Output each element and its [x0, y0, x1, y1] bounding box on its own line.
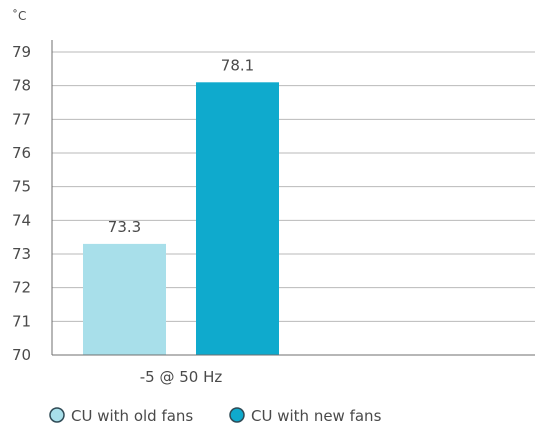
- bar-value-label: 78.1: [221, 56, 254, 74]
- data-labels: 73.3 78.1: [108, 56, 254, 236]
- x-axis-categories: -5 @ 50 Hz: [140, 368, 223, 386]
- y-axis-ticks: 70 71 72 73 74 75 76 77 78 79: [12, 43, 31, 364]
- y-tick-label: 75: [12, 178, 31, 196]
- legend-label: CU with old fans: [71, 407, 193, 425]
- bar-cu-with-old-fans: [83, 243, 166, 355]
- legend-swatch: [229, 407, 245, 423]
- y-tick-label: 79: [12, 43, 31, 61]
- y-tick-label: 72: [12, 279, 31, 297]
- y-tick-label: 71: [12, 312, 31, 330]
- bars: [83, 82, 279, 356]
- y-tick-label: 74: [12, 211, 31, 229]
- legend-swatch: [49, 407, 65, 423]
- bar-value-label: 73.3: [108, 218, 141, 236]
- axes: [51, 40, 535, 356]
- y-axis-unit-label: ˚C: [12, 8, 26, 23]
- y-tick-label: 73: [12, 245, 31, 263]
- y-tick-label: 77: [12, 110, 31, 128]
- x-category-label: -5 @ 50 Hz: [140, 368, 223, 386]
- y-tick-label: 70: [12, 346, 31, 364]
- legend: CU with old fans CU with new fans: [49, 407, 382, 425]
- legend-label: CU with new fans: [251, 407, 382, 425]
- y-tick-label: 76: [12, 144, 31, 162]
- y-tick-label: 78: [12, 77, 31, 95]
- bar-cu-with-new-fans: [196, 82, 279, 356]
